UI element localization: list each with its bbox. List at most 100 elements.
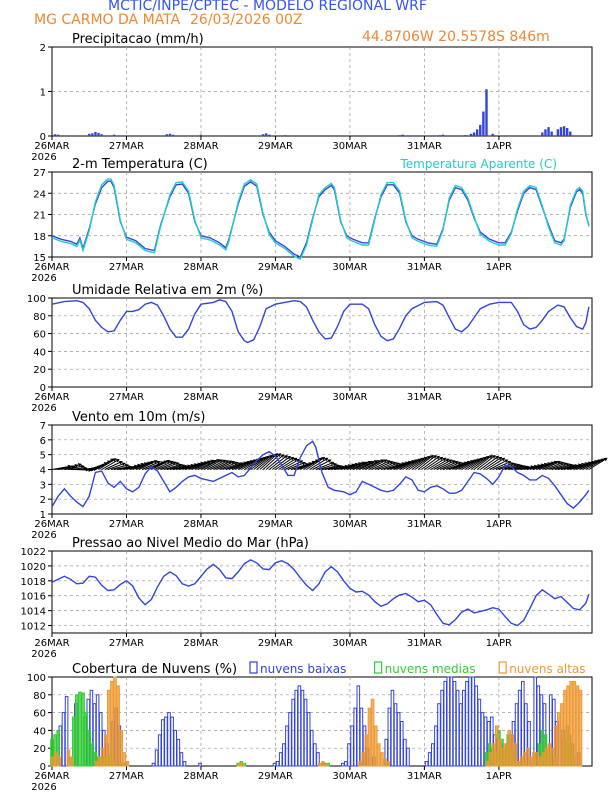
- precip-bar: [556, 129, 560, 136]
- cloud-bar-orange: [572, 680, 577, 767]
- x-tick-label: 29MAR: [258, 262, 293, 273]
- y-tick-label: 1022: [21, 547, 46, 558]
- cloud-bar-blue: [288, 712, 292, 767]
- precip-bar: [565, 127, 569, 136]
- cloud-bar-orange: [498, 738, 502, 767]
- wind-arrow: [588, 457, 608, 470]
- wind-arrow: [259, 453, 278, 470]
- x-tick-label: 31MAR: [407, 638, 442, 649]
- wind-arrow: [402, 458, 421, 470]
- y-tick-label: 1012: [21, 622, 46, 633]
- wind-arrow: [539, 461, 558, 470]
- x-tick-label: 1APR: [486, 262, 512, 273]
- cloud-bar-blue: [462, 689, 466, 767]
- cloud-bar-blue: [176, 738, 181, 767]
- wind-arrow: [104, 461, 123, 470]
- panel-title: Umidade Relativa em 2m (%): [72, 283, 263, 298]
- x-tick-label: 1APR: [486, 141, 512, 152]
- cloud-bar-orange: [370, 698, 375, 767]
- wind-arrow: [579, 460, 598, 470]
- wind-arrow: [113, 466, 131, 470]
- wind-arrow: [492, 461, 511, 470]
- wind-arrow: [166, 464, 184, 470]
- wind-arrow-head: [77, 463, 82, 467]
- wind-arrow: [135, 461, 154, 470]
- wind-arrow-head: [283, 455, 288, 459]
- cloud-bar-orange: [97, 756, 102, 767]
- x-tick-label: 29MAR: [258, 392, 293, 403]
- precip-bar: [472, 132, 476, 136]
- wind-arrow: [582, 459, 601, 470]
- y-tick-label: 100: [27, 294, 46, 305]
- precip-bar: [261, 134, 265, 136]
- x-tick-label: 31MAR: [407, 392, 442, 403]
- panel-frame: [51, 550, 593, 634]
- cloud-bar-blue: [297, 685, 302, 767]
- y-tick-label: 24: [33, 189, 46, 200]
- cloud-bar-orange: [94, 761, 99, 767]
- cloud-bar-blue: [272, 762, 277, 767]
- wind-arrow-head: [442, 457, 447, 462]
- wind-arrow: [542, 461, 561, 470]
- x-tick-label: 26MAR: [34, 519, 69, 530]
- precip-bar: [168, 133, 172, 136]
- cloud-bar-orange: [324, 763, 328, 767]
- legend-swatch: [374, 661, 383, 674]
- wind-arrow: [405, 457, 424, 470]
- x-tick-label: 31MAR: [407, 141, 442, 152]
- x-tick-label: 29MAR: [258, 141, 293, 152]
- precip-bar: [283, 135, 286, 136]
- wind-arrow: [455, 460, 474, 470]
- cloud-bar-orange: [556, 712, 561, 767]
- cloud-bar-orange: [367, 707, 372, 767]
- run-datetime: 26/03/2026 00Z: [190, 12, 303, 28]
- y-tick-label: 1: [40, 510, 46, 521]
- cloud-bar-blue: [278, 752, 283, 767]
- wind-arrow-head: [448, 459, 453, 463]
- cloud-bar-orange: [550, 747, 555, 767]
- cloud-bar-orange: [69, 756, 74, 767]
- cloud-bar-blue: [340, 762, 345, 767]
- y-tick-label: 2: [40, 495, 46, 506]
- y-tick-label: 5: [40, 451, 46, 462]
- precip-bar: [401, 134, 404, 136]
- cloud-bar-blue: [164, 716, 168, 767]
- cloud-bar-blue: [443, 680, 448, 767]
- cloud-bar-blue: [458, 703, 463, 767]
- precip-bar: [100, 134, 103, 136]
- wind-arrow: [132, 461, 151, 470]
- x-tick-label: 31MAR: [407, 771, 442, 782]
- wind-arrow: [222, 462, 241, 470]
- cloud-bar-green: [84, 712, 88, 767]
- precip-bar: [562, 126, 566, 136]
- cloud-bar-orange: [386, 761, 390, 767]
- precip-bar: [541, 132, 544, 136]
- precip-bar: [171, 134, 175, 136]
- wind-arrow: [321, 464, 339, 470]
- x-year-label: 2026: [31, 273, 56, 284]
- x-year-label: 2026: [31, 649, 56, 660]
- wind-arrow-head: [218, 459, 223, 463]
- x-tick-label: 28MAR: [183, 519, 218, 530]
- cloud-bar-green: [87, 729, 92, 767]
- wind-arrow: [387, 462, 405, 470]
- wind-arrow: [278, 457, 297, 470]
- cloud-bar-orange: [318, 762, 322, 767]
- cloud-bar-orange: [51, 756, 55, 767]
- cloud-bar-blue: [294, 689, 299, 767]
- panel-frame: [51, 297, 593, 388]
- cloud-bar-orange: [538, 756, 542, 767]
- wind-arrow: [250, 456, 269, 470]
- wind-arrow-head: [153, 460, 158, 464]
- wind-arrow: [359, 460, 378, 470]
- wind-arrow: [427, 457, 446, 470]
- wind-arrow: [343, 462, 362, 470]
- wind-arrow-head: [330, 461, 335, 466]
- wind-arrow: [371, 460, 390, 470]
- precip-bar: [88, 133, 91, 136]
- wind-arrow: [265, 454, 285, 470]
- cloud-bar-orange: [57, 756, 61, 767]
- wind-arrow: [368, 459, 387, 470]
- cloud-bar-blue: [61, 712, 66, 767]
- y-tick-label: 60: [33, 709, 46, 720]
